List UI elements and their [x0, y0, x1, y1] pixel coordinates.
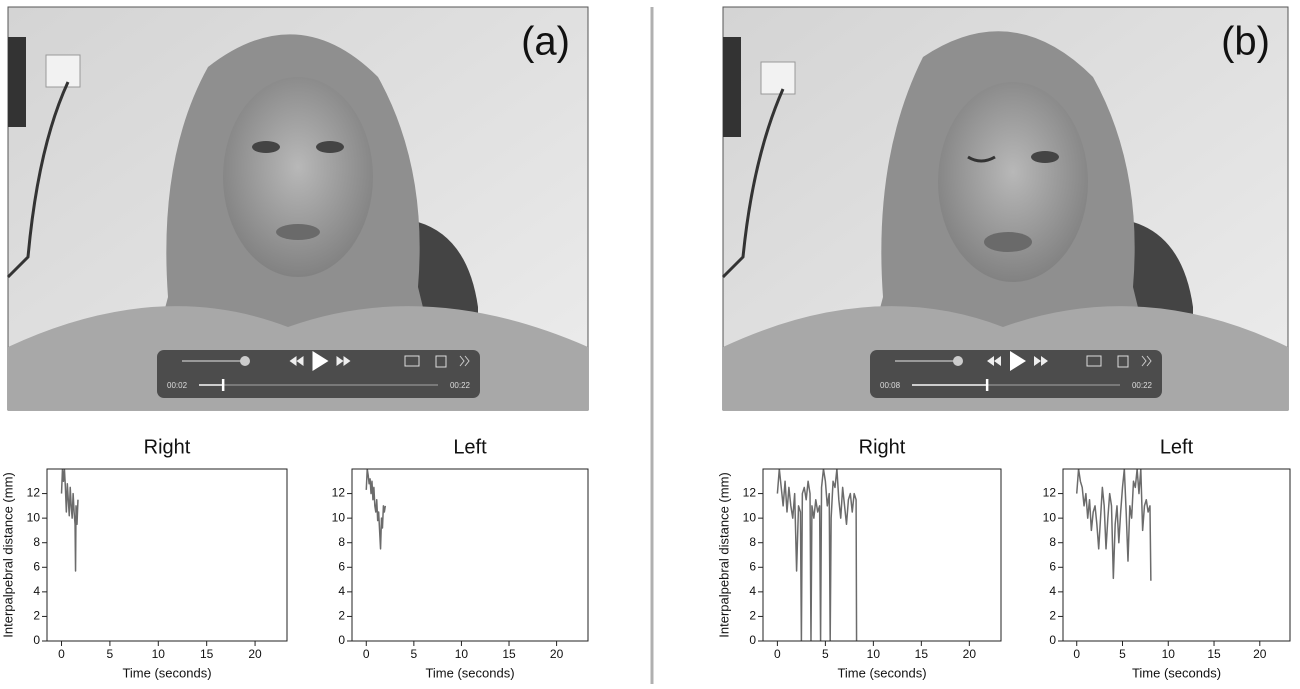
chart-title: Left — [1160, 436, 1194, 458]
x-tick-label: 15 — [502, 647, 516, 661]
x-tick-label: 20 — [248, 647, 262, 661]
y-tick-label: 12 — [332, 486, 346, 500]
x-tick-label: 5 — [107, 647, 114, 661]
x-tick-label: 15 — [915, 647, 929, 661]
plot-frame — [1063, 469, 1290, 641]
y-tick-label: 12 — [743, 486, 757, 500]
x-tick-label: 20 — [963, 647, 977, 661]
x-tick-label: 5 — [822, 647, 829, 661]
x-tick-label: 0 — [774, 647, 781, 661]
y-tick-label: 0 — [1049, 633, 1056, 647]
plot-frame — [763, 469, 1001, 641]
y-tick-label: 8 — [33, 535, 40, 549]
y-tick-label: 0 — [749, 633, 756, 647]
x-axis-label: Time (seconds) — [1132, 665, 1221, 680]
scrub-head — [222, 379, 225, 391]
plot-area — [1077, 469, 1151, 581]
video-controls: 00:08 00:22 — [870, 350, 1162, 398]
data-line — [62, 469, 78, 571]
y-tick-label: 10 — [743, 510, 757, 524]
y-tick-label: 2 — [749, 609, 756, 623]
x-tick-label: 0 — [363, 647, 370, 661]
chart-title: Right — [144, 436, 191, 458]
video-controls: 00:02 00:22 — [157, 350, 480, 398]
y-tick-label: 0 — [33, 633, 40, 647]
elapsed-time: 00:08 — [880, 381, 901, 390]
x-tick-label: 20 — [1253, 647, 1267, 661]
plot-frame — [47, 469, 287, 641]
plot-area — [366, 469, 385, 549]
x-tick-label: 20 — [550, 647, 564, 661]
y-tick-label: 0 — [338, 633, 345, 647]
elapsed-time: 00:02 — [167, 381, 188, 390]
y-tick-label: 4 — [33, 584, 40, 598]
y-tick-label: 4 — [338, 584, 345, 598]
x-tick-label: 10 — [152, 647, 166, 661]
y-tick-label: 8 — [1049, 535, 1056, 549]
data-line — [777, 469, 856, 641]
figure: (a) 00:02 00:22 (b) 00:08 00:22 Right 0 2 4 6 8 10 12… — [0, 0, 1300, 684]
plot-area — [62, 469, 78, 571]
plot-frame — [352, 469, 588, 641]
y-tick-label: 10 — [1043, 510, 1057, 524]
chart-title: Left — [453, 436, 487, 458]
y-tick-label: 2 — [33, 609, 40, 623]
scrub-head — [986, 379, 989, 391]
panel-label: (b) — [1221, 20, 1270, 64]
data-line — [366, 469, 385, 549]
duration: 00:22 — [1132, 381, 1153, 390]
panel-label: (a) — [521, 20, 570, 64]
x-axis-label: Time (seconds) — [425, 665, 514, 680]
y-tick-label: 4 — [1049, 584, 1056, 598]
video-frame — [8, 7, 588, 410]
x-tick-label: 5 — [1119, 647, 1126, 661]
data-line — [1077, 469, 1151, 581]
y-tick-label: 2 — [338, 609, 345, 623]
x-tick-label: 0 — [58, 647, 65, 661]
y-tick-label: 6 — [338, 559, 345, 573]
x-tick-label: 10 — [455, 647, 469, 661]
y-tick-label: 2 — [1049, 609, 1056, 623]
x-tick-label: 0 — [1073, 647, 1080, 661]
volume-knob — [240, 356, 250, 366]
x-axis-label: Time (seconds) — [837, 665, 926, 680]
duration: 00:22 — [450, 381, 471, 390]
y-tick-label: 6 — [1049, 559, 1056, 573]
y-tick-label: 12 — [1043, 486, 1057, 500]
x-tick-label: 5 — [411, 647, 418, 661]
x-tick-label: 10 — [867, 647, 881, 661]
y-tick-label: 10 — [332, 510, 346, 524]
y-tick-label: 6 — [749, 559, 756, 573]
x-axis-label: Time (seconds) — [122, 665, 211, 680]
volume-knob — [953, 356, 963, 366]
x-tick-label: 15 — [1207, 647, 1221, 661]
y-tick-label: 12 — [27, 486, 41, 500]
plot-area — [777, 469, 856, 641]
y-tick-label: 8 — [338, 535, 345, 549]
y-tick-label: 10 — [27, 510, 41, 524]
x-tick-label: 10 — [1162, 647, 1176, 661]
video-frame — [723, 7, 1288, 410]
y-tick-label: 6 — [33, 559, 40, 573]
y-axis-label: Interpalpebral distance (mm) — [0, 472, 15, 637]
y-tick-label: 8 — [749, 535, 756, 549]
y-tick-label: 4 — [749, 584, 756, 598]
x-tick-label: 15 — [200, 647, 214, 661]
chart-title: Right — [859, 436, 906, 458]
y-axis-label: Interpalpebral distance (mm) — [716, 472, 731, 637]
